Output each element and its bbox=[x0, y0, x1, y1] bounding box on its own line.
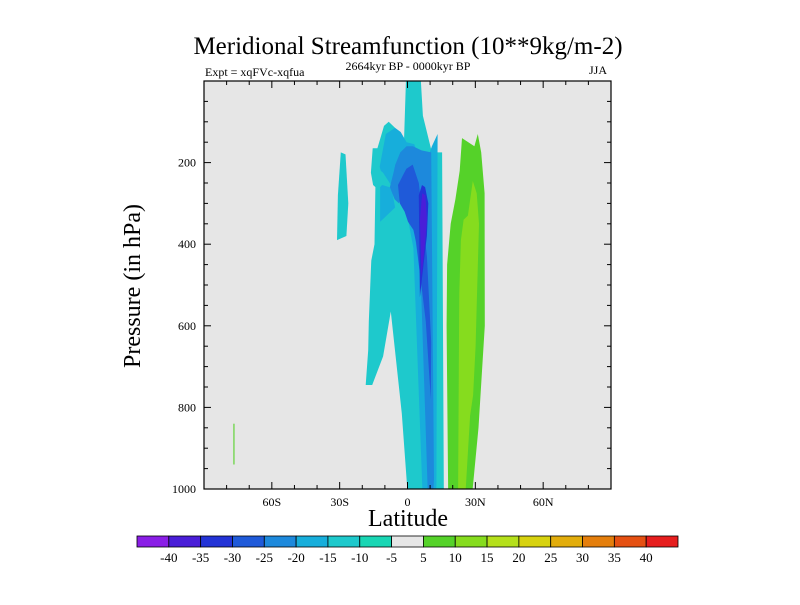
colorbar-level-label: -25 bbox=[256, 550, 273, 565]
subtitle-center: 2664kyr BP - 0000kyr BP bbox=[346, 59, 471, 73]
colorbar-box bbox=[295, 535, 329, 548]
colorbar-level-label: -40 bbox=[160, 550, 177, 565]
colorbar-labels: -40 -35 -30 -25 -20 -15 -10 -5 5 10 15 20 25 30 35 40 bbox=[160, 550, 653, 565]
colorbar-box bbox=[550, 535, 583, 548]
contour-region bbox=[458, 181, 479, 489]
x-tick-label: 30N bbox=[465, 495, 486, 509]
contour-regions bbox=[233, 81, 485, 489]
colorbar-level-label: 25 bbox=[544, 550, 557, 565]
colorbar-box bbox=[582, 535, 615, 548]
colorbar-level-label: -10 bbox=[351, 550, 368, 565]
x-tick-label: 0 bbox=[405, 495, 411, 509]
x-tick-labels: 60S 30S 0 30N 60N bbox=[262, 495, 553, 509]
colorbar-box bbox=[645, 535, 679, 548]
x-axis-label: Latitude bbox=[368, 506, 448, 532]
colorbar-level-label: 10 bbox=[449, 550, 462, 565]
colorbar-box bbox=[423, 535, 456, 548]
colorbar-level-label: -30 bbox=[224, 550, 241, 565]
colorbar-box bbox=[136, 535, 170, 548]
y-tick-label: 1000 bbox=[172, 482, 196, 496]
colorbar-box bbox=[168, 535, 202, 548]
colorbar-level-label: -15 bbox=[319, 550, 336, 565]
colorbar-level-label: -20 bbox=[287, 550, 304, 565]
x-tick-label: 30S bbox=[330, 495, 349, 509]
colorbar-box bbox=[327, 535, 361, 548]
colorbar-box bbox=[391, 535, 424, 548]
colorbar-box bbox=[359, 535, 392, 548]
colorbar-level-label: 40 bbox=[640, 550, 653, 565]
y-tick-label: 600 bbox=[178, 319, 196, 333]
colorbar-box bbox=[200, 535, 233, 548]
x-tick-label: 60S bbox=[262, 495, 281, 509]
colorbar-box bbox=[486, 535, 520, 548]
y-tick-label: 800 bbox=[178, 400, 196, 414]
subtitle-left: Expt = xqFVc-xqfua bbox=[205, 65, 305, 79]
colorbar-box bbox=[613, 535, 647, 548]
contour-region bbox=[337, 152, 349, 241]
chart-title: Meridional Streamfunction (10**9kg/m-2) bbox=[193, 33, 622, 60]
colorbar-level-label: 20 bbox=[512, 550, 525, 565]
contour-region bbox=[419, 193, 427, 277]
subtitle-right: JJA bbox=[589, 63, 607, 77]
colorbar-box bbox=[454, 535, 488, 548]
colorbar-level-label: 30 bbox=[576, 550, 589, 565]
contour-region bbox=[233, 423, 235, 465]
colorbar-level-label: -35 bbox=[192, 550, 209, 565]
colorbar-box bbox=[232, 535, 265, 548]
y-axis-label: Pressure (in hPa) bbox=[120, 204, 146, 368]
y-tick-label: 400 bbox=[178, 237, 196, 251]
colorbar-level-label: 5 bbox=[420, 550, 427, 565]
colorbar-level-label: 35 bbox=[608, 550, 621, 565]
colorbar-box bbox=[263, 535, 297, 548]
y-tick-labels: 200 400 600 800 1000 bbox=[172, 156, 196, 496]
axis-ticks bbox=[204, 81, 611, 490]
colorbar-box bbox=[518, 535, 552, 548]
x-tick-label: 60N bbox=[533, 495, 554, 509]
colorbar-level-label: 15 bbox=[481, 550, 494, 565]
colorbar-level-label: -5 bbox=[386, 550, 397, 565]
y-tick-label: 200 bbox=[178, 156, 196, 170]
colorbar bbox=[136, 535, 679, 548]
